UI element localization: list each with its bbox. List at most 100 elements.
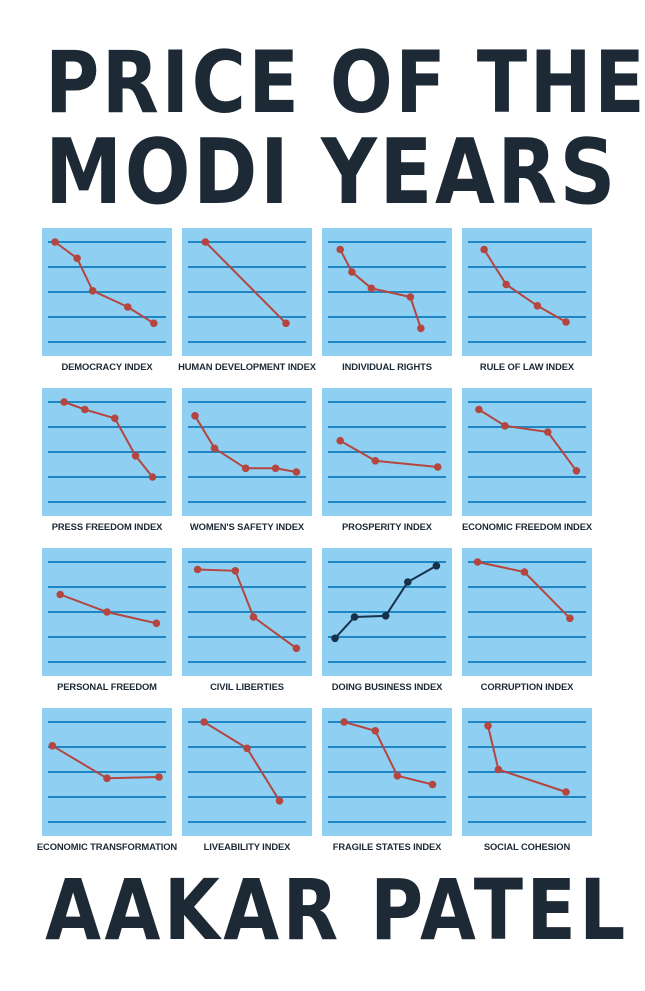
data-point xyxy=(501,422,509,430)
data-point xyxy=(367,284,376,293)
mini-line-chart xyxy=(48,398,166,503)
data-point xyxy=(191,412,199,420)
chart-panel xyxy=(182,228,312,356)
data-point xyxy=(404,578,412,586)
series-line xyxy=(478,408,578,472)
data-point xyxy=(231,567,240,575)
data-point xyxy=(417,324,425,333)
mini-line-chart xyxy=(188,561,306,663)
chart-label: INDIVIDUAL RIGHTS xyxy=(342,361,432,372)
data-point xyxy=(292,468,301,476)
data-point xyxy=(193,565,202,574)
data-point xyxy=(150,319,158,328)
chart-label: WOMEN'S SAFETY INDEX xyxy=(189,521,305,532)
data-point xyxy=(81,405,89,414)
chart-label: CORRUPTION INDEX xyxy=(480,681,574,692)
chart-label: PERSONAL FREEDOM xyxy=(57,681,157,692)
data-point xyxy=(544,428,552,436)
chart-cell: CIVIL LIBERTIES xyxy=(182,548,312,692)
series-line xyxy=(63,401,154,478)
mini-line-chart xyxy=(188,718,306,823)
data-point xyxy=(494,765,503,774)
index-chart-grid: DEMOCRACY INDEX HUMAN DEVELOPMENT INDEX IN… xyxy=(37,228,592,852)
series-line xyxy=(343,721,433,786)
data-point xyxy=(340,718,348,726)
chart-cell: WOMEN'S SAFETY INDEX xyxy=(182,388,312,532)
data-point xyxy=(292,644,301,653)
mini-line-chart xyxy=(48,238,166,343)
chart-panel xyxy=(42,388,172,516)
chart-panel xyxy=(462,388,592,516)
data-point xyxy=(331,634,339,643)
chart-label: DEMOCRACY INDEX xyxy=(61,361,153,372)
series-line xyxy=(334,564,437,639)
data-point xyxy=(275,797,284,805)
chart-panel xyxy=(322,388,452,516)
chart-panel xyxy=(182,388,312,516)
data-point xyxy=(60,398,68,406)
data-point xyxy=(533,302,542,310)
chart-panel xyxy=(182,708,312,836)
mini-line-chart xyxy=(328,561,446,663)
data-point xyxy=(393,772,402,780)
data-point xyxy=(336,436,344,445)
chart-cell: HUMAN DEVELOPMENT INDEX xyxy=(178,228,316,372)
data-point xyxy=(249,613,258,621)
mini-line-chart xyxy=(48,721,166,823)
chart-panel xyxy=(322,548,452,676)
chart-label: RULE OF LAW INDEX xyxy=(479,361,575,372)
chart-label: CIVIL LIBERTIES xyxy=(210,681,284,692)
chart-cell: PERSONAL FREEDOM xyxy=(42,548,172,692)
data-point xyxy=(336,245,344,254)
data-point xyxy=(562,788,570,796)
chart-label: ECONOMIC FREEDOM INDEX xyxy=(461,521,593,532)
series-line xyxy=(483,248,567,323)
data-point xyxy=(520,568,529,576)
chart-label: HUMAN DEVELOPMENT INDEX xyxy=(178,361,316,372)
data-point xyxy=(88,287,97,295)
data-point xyxy=(243,744,251,753)
mini-line-chart xyxy=(328,241,446,343)
data-point xyxy=(406,293,415,301)
chart-panel xyxy=(462,228,592,356)
data-point xyxy=(51,238,59,246)
data-point xyxy=(48,742,57,750)
chart-cell: ECONOMIC FREEDOM INDEX xyxy=(462,388,592,532)
chart-cell: PRESS FREEDOM INDEX xyxy=(42,388,172,532)
mini-line-chart xyxy=(188,238,306,343)
data-point xyxy=(484,722,492,730)
chart-panel xyxy=(322,228,452,356)
chart-panel xyxy=(182,548,312,676)
data-point xyxy=(562,318,570,326)
chart-panel xyxy=(42,548,172,676)
chart-label: DOING BUSINESS INDEX xyxy=(331,681,443,692)
chart-cell: DEMOCRACY INDEX xyxy=(42,228,172,372)
data-point xyxy=(152,619,161,628)
data-point xyxy=(241,464,250,473)
mini-line-chart xyxy=(468,558,586,663)
data-point xyxy=(131,452,140,460)
mini-line-chart xyxy=(468,241,586,343)
data-point xyxy=(201,238,210,246)
chart-panel xyxy=(322,708,452,836)
chart-label: FRAGILE STATES INDEX xyxy=(332,841,442,852)
chart-label: LIVEABILITY INDEX xyxy=(203,841,291,852)
data-point xyxy=(155,773,163,781)
chart-panel xyxy=(462,548,592,676)
data-point xyxy=(271,464,280,473)
mini-line-chart xyxy=(468,721,586,823)
chart-label: SOCIAL COHESION xyxy=(483,841,571,852)
data-point xyxy=(73,254,81,263)
data-point xyxy=(103,774,111,783)
data-point xyxy=(371,727,380,735)
data-point xyxy=(428,780,437,789)
author-name: AAKAR PATEL xyxy=(45,861,629,959)
series-line xyxy=(204,241,287,325)
data-point xyxy=(371,457,380,465)
mini-line-chart xyxy=(328,718,446,823)
chart-label: PROSPERITY INDEX xyxy=(342,521,432,532)
chart-cell: SOCIAL COHESION xyxy=(462,708,592,852)
series-line xyxy=(203,721,281,802)
data-point xyxy=(473,558,482,566)
data-point xyxy=(148,473,157,481)
